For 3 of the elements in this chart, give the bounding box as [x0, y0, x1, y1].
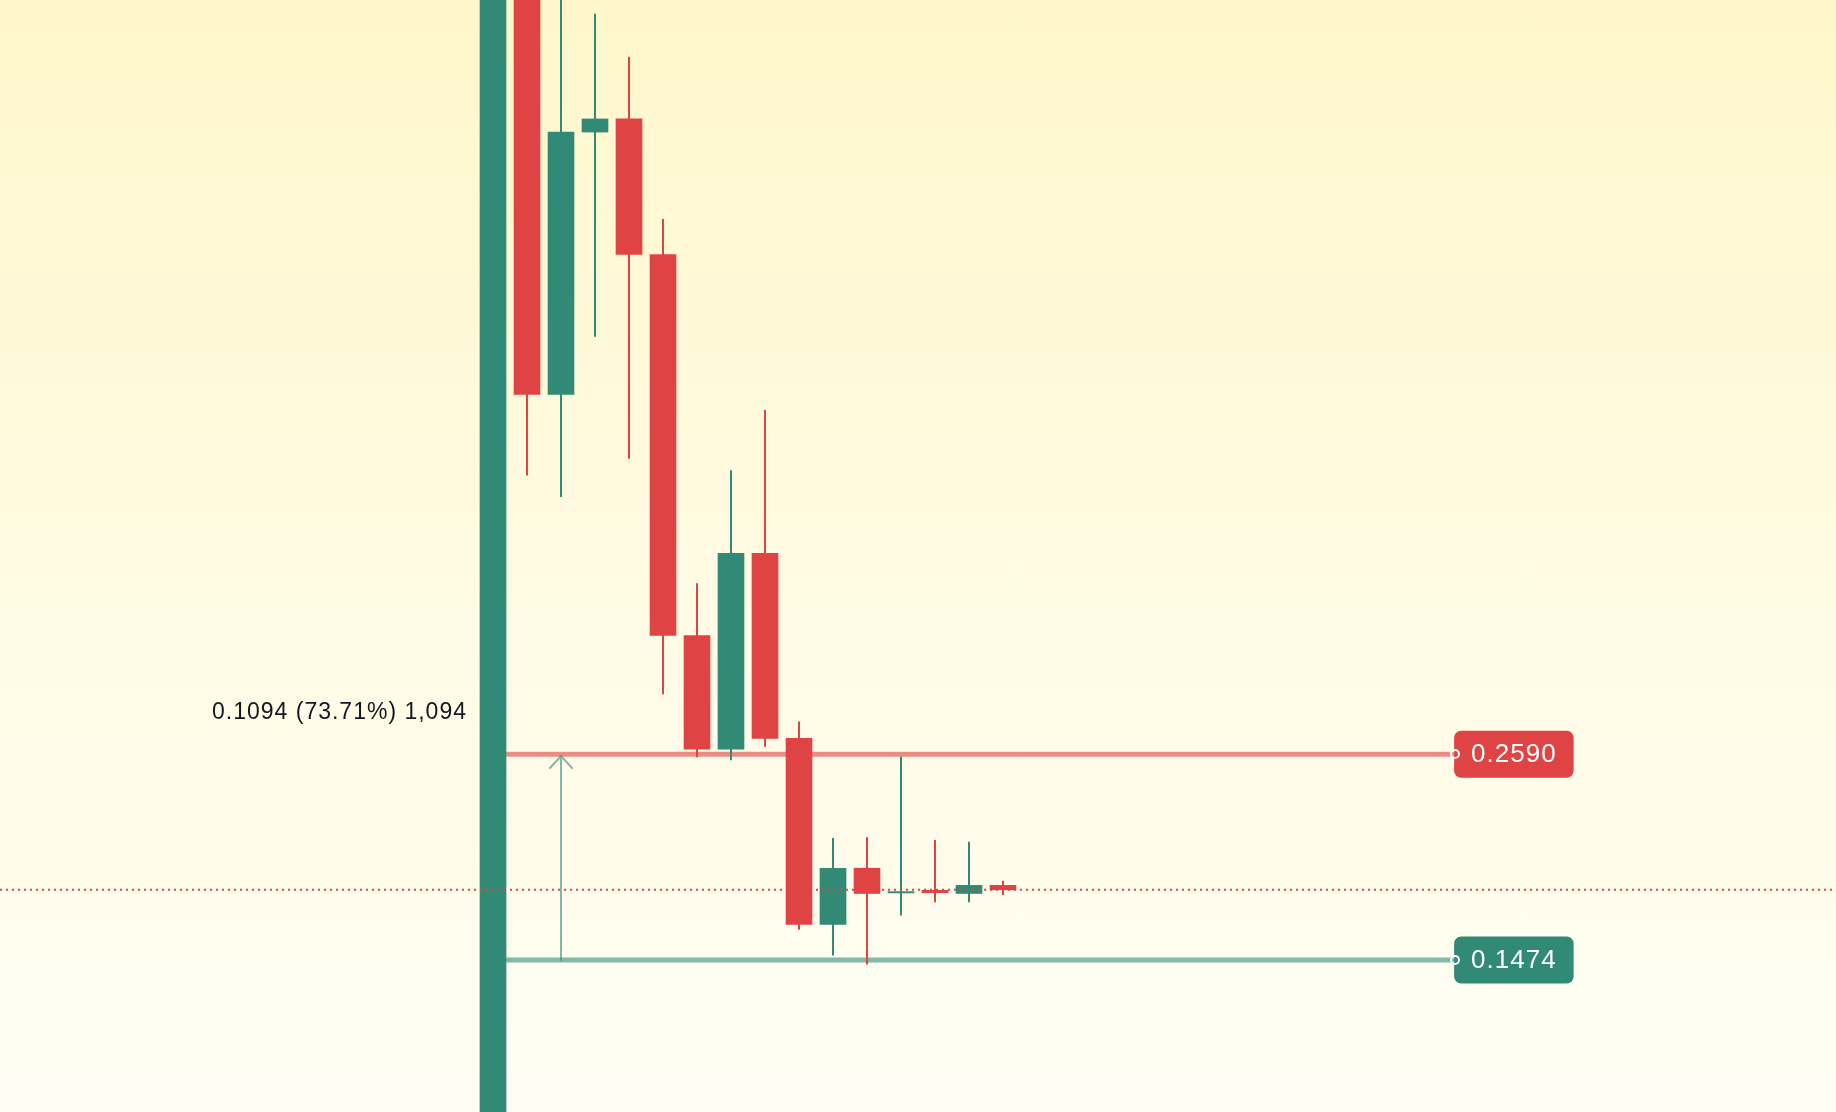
ref-line-label: 0.2590 — [1471, 738, 1557, 769]
ref-line-label: 0.1474 — [1471, 944, 1557, 975]
annotation: 0.1094 (73.71%) 1,094 — [211, 697, 467, 724]
